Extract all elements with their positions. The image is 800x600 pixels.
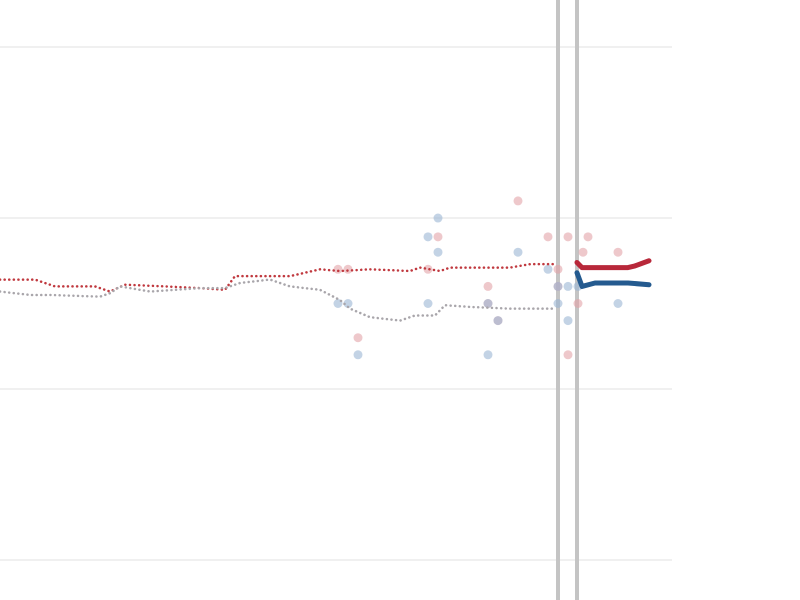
poll-dot [423, 299, 433, 309]
poll-dot [343, 299, 353, 309]
poll-dot [613, 299, 623, 309]
poll-dot [433, 213, 443, 223]
poll-dot [483, 281, 493, 291]
poll-dot [563, 316, 573, 326]
poll-dot [493, 316, 503, 326]
poll-dot [483, 350, 493, 360]
poll-dot [513, 247, 523, 257]
average-line [0, 262, 558, 293]
poll-dot [433, 247, 443, 257]
poll-dot [563, 281, 573, 291]
poll-dot [543, 232, 553, 242]
poll-dot [613, 247, 623, 257]
poll-dot [573, 299, 583, 309]
poll-dot [353, 350, 363, 360]
poll-dot [583, 232, 593, 242]
average-line [0, 278, 558, 322]
poll-dot [483, 299, 493, 309]
poll-dot [553, 264, 563, 274]
forecast-line [574, 258, 652, 271]
poll-dot [423, 264, 433, 274]
poll-dot [333, 264, 343, 274]
poll-dot [513, 196, 523, 206]
poll-dot [433, 232, 443, 242]
poll-dot [563, 350, 573, 360]
poll-dot [553, 299, 563, 309]
forecast-line [574, 270, 652, 289]
poll-dot [423, 232, 433, 242]
poll-dot [543, 264, 553, 274]
poll-dot [563, 232, 573, 242]
poll-dot [553, 281, 563, 291]
poll-dot [353, 333, 363, 343]
poll-dot [578, 247, 588, 257]
poll-dot [343, 264, 353, 274]
